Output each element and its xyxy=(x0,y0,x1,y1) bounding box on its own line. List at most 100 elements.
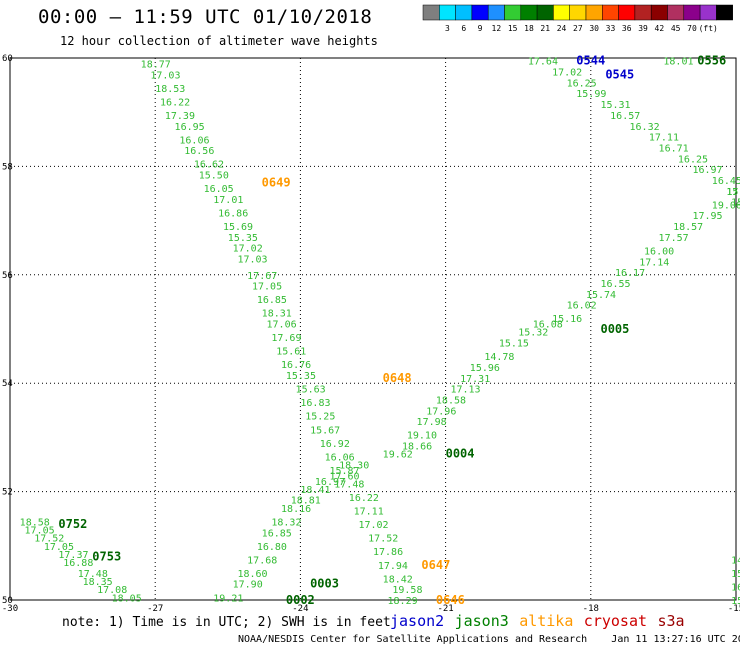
wave-height-value: 15 xyxy=(731,198,740,209)
wave-height-value: 17.06 xyxy=(267,320,297,331)
legend-swatch xyxy=(471,4,489,21)
legend-swatch xyxy=(683,4,701,21)
wave-height-value: 16.83 xyxy=(300,398,330,409)
wave-height-value: 18.77 xyxy=(141,59,171,70)
wave-height-value: 18.35 xyxy=(83,577,113,588)
legend-label: 33 xyxy=(606,24,616,33)
wave-height-value: 17.69 xyxy=(271,333,301,344)
wave-height-value: 16.55 xyxy=(600,279,630,290)
wave-height-value: 17.14 xyxy=(639,257,669,268)
wave-height-value: 17.39 xyxy=(165,111,195,122)
wave-height-value: 15.50 xyxy=(199,171,229,182)
wave-height-value: 17.11 xyxy=(649,133,679,144)
legend-label: 12 xyxy=(492,24,502,33)
wave-height-value: 19.21 xyxy=(213,593,243,604)
wave-height-value: 16.97 xyxy=(692,165,722,176)
grid xyxy=(10,58,736,600)
wave-height-value: 17.6 xyxy=(726,187,740,198)
wave-height-value: 17.31 xyxy=(460,374,490,385)
wave-height-value: 17.48 xyxy=(334,479,364,490)
wave-height-value: 16.17 xyxy=(615,268,645,279)
y-tick-label: 50 xyxy=(2,596,13,606)
wave-height-value: 18.31 xyxy=(262,309,292,320)
legend-swatch xyxy=(602,4,619,21)
wave-height-value: 15.61 xyxy=(276,347,306,358)
legend-label: 70 xyxy=(687,24,697,33)
legend-label: 15 xyxy=(508,24,518,33)
wave-height-value: 17.05 xyxy=(25,526,55,537)
wave-height-value: 18.66 xyxy=(402,442,432,453)
pass-label: 0545 xyxy=(605,67,634,81)
wave-height-value: 17.37 xyxy=(58,550,88,561)
wave-height-value: 18.32 xyxy=(271,517,301,528)
wave-height-value: 18.42 xyxy=(383,574,413,585)
wave-height-value: 17.13 xyxy=(450,385,480,396)
wave-height-value: 15.35 xyxy=(228,233,258,244)
legend-label: 27 xyxy=(573,24,583,33)
legend-swatch xyxy=(536,4,554,21)
legend-label: 21 xyxy=(540,24,550,33)
x-tick-label: -18 xyxy=(583,604,599,614)
wave-height-value: 16.56 xyxy=(184,146,214,157)
chart-subtitle: 12 hour collection of altimeter wave hei… xyxy=(60,34,378,48)
wave-height-value: 15.69 xyxy=(223,222,253,233)
legend-label: 39 xyxy=(638,24,648,33)
wave-height-value: 17.57 xyxy=(659,233,689,244)
wave-height-value: 15.63 xyxy=(296,385,326,396)
wave-height-value: 16.86 xyxy=(218,208,248,219)
wave-height-value: 19.62 xyxy=(383,450,413,461)
y-tick-label: 54 xyxy=(2,379,13,389)
satellite-label: cryosat xyxy=(584,612,647,630)
wave-height-value: 18.53 xyxy=(155,84,185,95)
pass-label: 0648 xyxy=(383,371,412,385)
wave-height-value: 15 xyxy=(731,569,740,580)
satellite-label: s3a xyxy=(658,612,685,630)
wave-height-value: 14.78 xyxy=(484,352,514,363)
wave-height-value: 17.52 xyxy=(368,534,398,545)
legend-label: 36 xyxy=(622,24,632,33)
wave-height-value: 16.92 xyxy=(320,439,350,450)
wave-height-value: 18.01 xyxy=(663,57,693,68)
color-legend: 3 6 9 12 15 18 21 24 27 30 33 36 39 42 45 70 (ft) xyxy=(422,4,733,33)
x-tick-label: -30 xyxy=(2,604,18,614)
wave-height-value: 15.74 xyxy=(586,290,616,301)
x-tick-label: -27 xyxy=(147,604,163,614)
wave-height-value: 15.87 xyxy=(329,466,359,477)
wave-height-value: 14 xyxy=(731,555,740,566)
legend-swatch xyxy=(520,4,538,21)
wave-height-value: 17.64 xyxy=(528,57,558,68)
wave-height-value: 16.88 xyxy=(63,558,93,569)
wave-height-value: 17.02 xyxy=(358,520,388,531)
wave-height-value: 16.06 xyxy=(325,452,355,463)
y-tick-label: 60 xyxy=(2,54,13,64)
legend-swatch xyxy=(422,4,440,21)
legend-label: 42 xyxy=(655,24,665,33)
footer-timestamp: Jan 11 13:27:16 UTC 2018 xyxy=(611,634,740,645)
wave-height-value: 17.98 xyxy=(417,417,447,428)
wave-height-value: 18.41 xyxy=(300,485,330,496)
y-tick-label: 52 xyxy=(2,488,13,498)
pass-label: 0002 xyxy=(286,593,315,607)
satellite-label: jason3 xyxy=(455,612,509,630)
wave-height-value: 19.58 xyxy=(392,585,422,596)
wave-height-value: 15.31 xyxy=(600,100,630,111)
wave-height-value: 15.9 xyxy=(731,596,740,607)
wave-height-value: 16.05 xyxy=(204,184,234,195)
pass-label: 0753 xyxy=(92,550,121,564)
wave-height-value: 18.16 xyxy=(281,504,311,515)
wave-height-value: 15.67 xyxy=(310,425,340,436)
note-text: note: 1) Time is in UTC; 2) SWH is in fe… xyxy=(62,615,391,630)
wave-height-value: 17.68 xyxy=(247,555,277,566)
legend-swatch xyxy=(618,4,636,21)
wave-height-value: 18.60 xyxy=(237,569,267,580)
legend-swatch xyxy=(699,4,717,21)
wave-height-value: 18.30 xyxy=(339,461,369,472)
legend-label: 9 xyxy=(478,24,483,33)
wave-height-value: 16.22 xyxy=(160,97,190,108)
legend-swatch xyxy=(634,4,652,21)
wave-height-value: 17.01 xyxy=(213,195,243,206)
legend-label: 45 xyxy=(671,24,681,33)
pass-label: 0003 xyxy=(310,577,339,591)
pass-label: 0647 xyxy=(421,558,450,572)
wave-height-value: 16.95 xyxy=(175,122,205,133)
